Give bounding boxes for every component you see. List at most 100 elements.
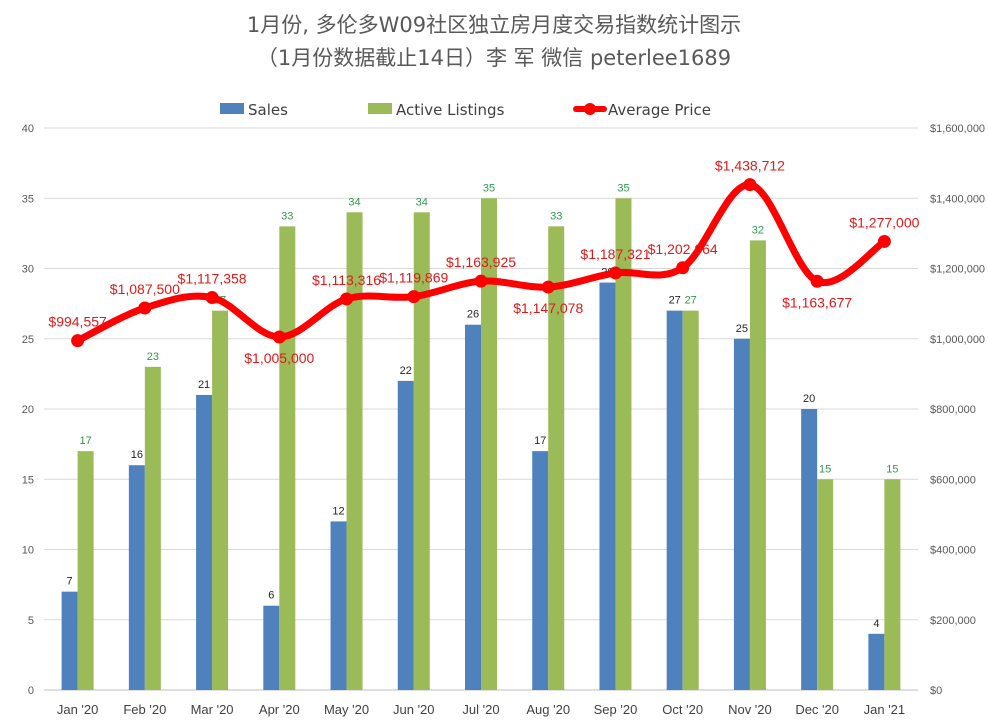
legend-swatch-sales: [220, 103, 244, 114]
sales-bar-label: 26: [467, 309, 479, 321]
price-point: [541, 280, 555, 294]
y-left-tick-label: 30: [22, 264, 34, 276]
listings-bar-label: 33: [550, 210, 562, 222]
y-left-tick-label: 15: [22, 474, 34, 486]
listings-bar-label: 32: [752, 224, 764, 236]
sales-bar-label: 17: [534, 435, 546, 447]
price-line: [71, 178, 891, 348]
legend: Sales Active Listings Average Price: [220, 101, 711, 119]
listings-bar: [144, 366, 161, 690]
x-tick-label: May '20: [324, 702, 369, 717]
y-right-tick-label: $1,000,000: [930, 334, 985, 346]
y-right-tick-label: $0: [930, 685, 942, 697]
x-tick-label: Oct '20: [662, 702, 703, 717]
listings-bar-label: 17: [79, 435, 91, 447]
listings-bar-label: 33: [281, 210, 293, 222]
price-data-label: $1,202,064: [648, 241, 718, 257]
sales-bar: [196, 394, 213, 690]
legend-label-price: Average Price: [608, 101, 711, 119]
sales-bar: [801, 409, 818, 690]
price-point: [877, 234, 891, 248]
price-point: [407, 290, 421, 304]
sales-bar-label: 16: [131, 449, 143, 461]
x-tick-label: Mar '20: [191, 702, 234, 717]
sales-bar-label: 7: [67, 576, 73, 588]
listings-bar: [77, 451, 94, 690]
sales-bar-label: 4: [873, 618, 879, 630]
x-tick-label: Dec '20: [795, 702, 839, 717]
price-data-label: $994,557: [48, 314, 107, 330]
legend-swatch-listings: [368, 103, 392, 114]
price-point: [743, 178, 757, 192]
listings-bar: [346, 212, 363, 691]
price-data-label: $1,187,321: [580, 246, 650, 262]
price-point: [474, 274, 488, 288]
y-right-tick-label: $800,000: [930, 404, 976, 416]
price-point: [810, 274, 824, 288]
listings-bar-label: 15: [819, 463, 831, 475]
y-left-tick-label: 20: [22, 404, 34, 416]
price-data-label: $1,147,078: [513, 300, 583, 316]
sales-bar: [263, 605, 280, 690]
price-point: [340, 292, 354, 306]
y-left-tick-label: 40: [22, 123, 34, 135]
price-data-label: $1,005,000: [244, 350, 314, 366]
sales-bar-label: 21: [198, 379, 210, 391]
legend-label-sales: Sales: [248, 101, 288, 119]
legend-label-listings: Active Listings: [396, 101, 505, 119]
sales-bar: [532, 451, 549, 690]
y-axis-left: 0 5 10 15 20 25 30 35 40: [22, 123, 34, 697]
x-tick-label: Jan '20: [57, 702, 99, 717]
price-point: [676, 261, 690, 275]
price-data-label: $1,113,316: [312, 272, 381, 288]
sales-bar: [61, 591, 78, 690]
y-right-tick-label: $1,400,000: [930, 193, 985, 205]
sales-bar: [397, 380, 414, 690]
x-tick-label: Nov '20: [728, 702, 772, 717]
sales-bar: [465, 324, 481, 690]
sales-bar-label: 27: [669, 295, 681, 307]
listings-bar: [279, 226, 296, 690]
y-left-tick-label: 35: [22, 193, 34, 205]
listings-bar-label: 35: [617, 182, 629, 194]
price-data-label: $1,163,677: [782, 294, 852, 310]
sales-bar: [868, 633, 885, 690]
x-tick-label: Sep '20: [594, 702, 638, 717]
listings-bar: [413, 212, 430, 691]
x-tick-label: Jul '20: [462, 702, 499, 717]
chart-subtitle: （1月份数据截止14日）李 军 微信 peterlee1689: [257, 46, 731, 70]
sales-bar-label: 22: [400, 365, 412, 377]
sales-bar-label: 6: [268, 590, 274, 602]
price-data-label: $1,277,000: [849, 214, 919, 230]
x-tick-label: Jun '20: [393, 702, 435, 717]
sales-bar-label: 25: [736, 323, 748, 335]
y-right-tick-label: $200,000: [930, 615, 976, 627]
listings-bar-label: 34: [348, 196, 360, 208]
price-point: [138, 301, 152, 315]
listings-bar: [817, 479, 834, 690]
listings-bar-label: 15: [886, 463, 898, 475]
sales-bar: [666, 310, 683, 690]
y-left-tick-label: 10: [22, 545, 34, 557]
price-point: [71, 334, 85, 348]
listings-bar: [212, 310, 229, 690]
price-labels: $994,557 $1,087,500$1,117,358 $1,005,000 $1…: [48, 158, 919, 366]
listings-bar: [615, 198, 632, 690]
sales-bar: [330, 521, 347, 690]
y-axis-right: $0 $200,000 $400,000 $600,000 $800,000 $1,000…: [930, 123, 985, 697]
y-right-tick-label: $600,000: [930, 474, 976, 486]
price-point: [205, 291, 219, 305]
y-left-tick-label: 5: [28, 615, 34, 627]
y-right-tick-label: $1,200,000: [930, 264, 985, 276]
price-point: [608, 266, 622, 280]
listings-bar: [481, 198, 497, 690]
listings-bar-label: 35: [483, 182, 495, 194]
listings-bar: [884, 479, 901, 690]
sales-bar-label: 12: [332, 505, 344, 517]
price-data-label: $1,117,358: [178, 271, 247, 287]
y-right-tick-label: $400,000: [930, 545, 976, 557]
price-data-label: $1,119,869: [379, 270, 448, 286]
legend-marker-price: [584, 103, 596, 115]
